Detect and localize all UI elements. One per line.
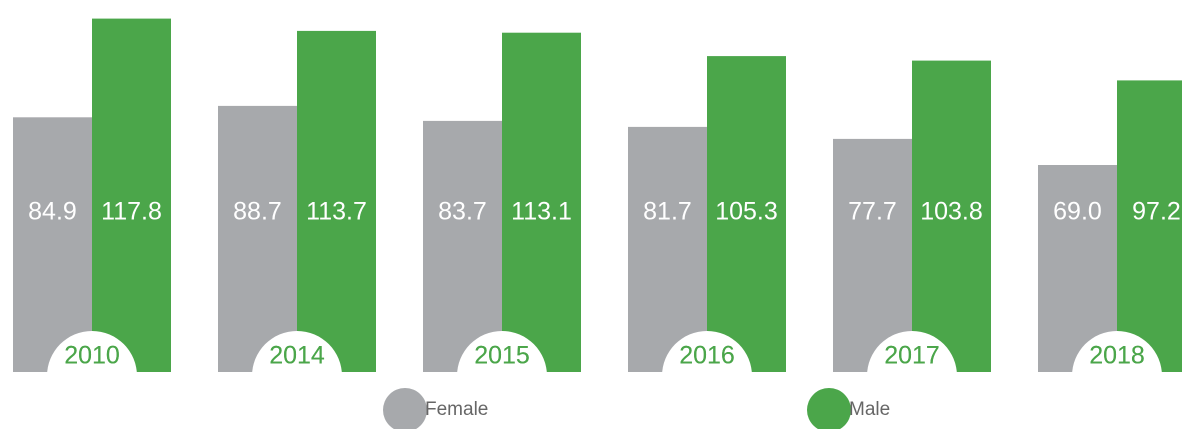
bar	[1117, 80, 1182, 373]
bar	[218, 105, 297, 373]
x-tick-label-cover: 2016	[679, 342, 735, 370]
bottom-band	[0, 372, 1182, 429]
x-tick-label-cover: 2014	[269, 342, 325, 370]
value-label: 105.3	[715, 198, 778, 226]
x-tick-label: 2017	[884, 342, 940, 370]
value-label: 117.8	[101, 198, 162, 226]
bar	[707, 56, 786, 372]
value-label: 81.7	[643, 198, 692, 226]
bar	[628, 126, 707, 373]
bar	[297, 30, 376, 373]
value-label: 97.2	[1132, 198, 1181, 226]
x-tick-label-cover: 2018	[1089, 342, 1145, 370]
x-tick-label-cover: 2010	[64, 342, 120, 370]
bar	[912, 60, 991, 372]
value-label: 77.7	[848, 198, 897, 226]
value-label: 88.7	[233, 198, 282, 226]
value-label: 83.7	[438, 198, 487, 226]
legend-swatch	[807, 388, 851, 429]
x-tick-label: 2016	[679, 342, 735, 370]
x-tick-label: 2018	[1089, 342, 1145, 370]
legend-label: Male	[849, 399, 890, 420]
value-label: 103.8	[920, 198, 983, 226]
value-label: 113.7	[306, 198, 367, 226]
x-tick-label-cover: 2017	[884, 342, 940, 370]
legend-swatch	[383, 388, 427, 429]
value-label: 69.0	[1053, 198, 1102, 226]
bar	[92, 18, 171, 372]
x-tick-label: 2014	[269, 342, 325, 370]
x-tick-label-cover: 2015	[474, 342, 530, 370]
bar	[502, 32, 581, 372]
bar	[13, 117, 92, 372]
bar	[423, 120, 502, 373]
x-tick-label: 2010	[64, 342, 120, 370]
legend-label: Female	[425, 399, 488, 420]
value-label: 84.9	[28, 198, 77, 226]
value-label: 113.1	[511, 198, 572, 226]
x-tick-label: 2015	[474, 342, 530, 370]
